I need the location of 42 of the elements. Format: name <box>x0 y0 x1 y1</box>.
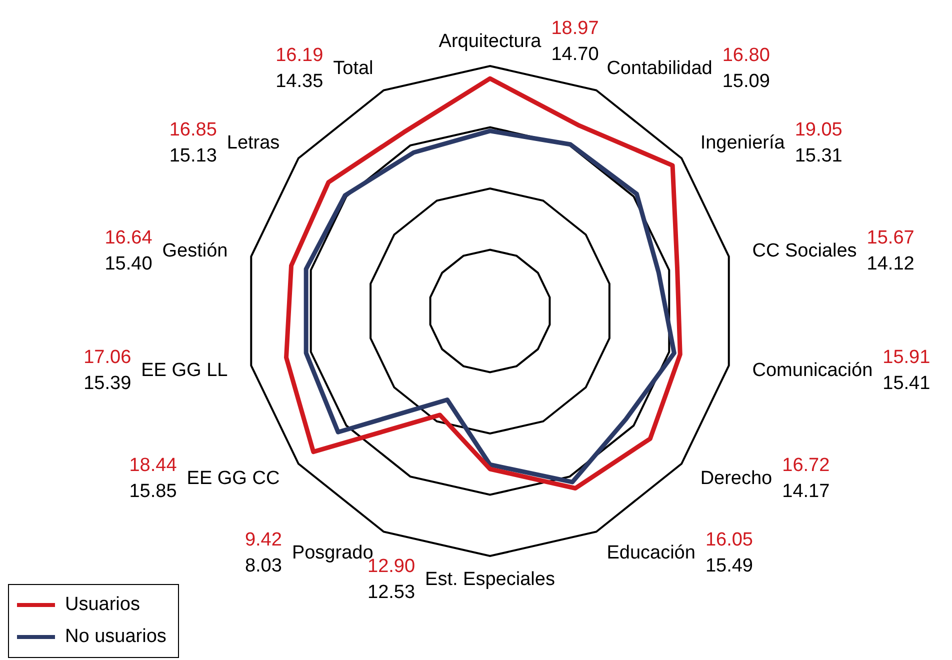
text: 8.03 <box>244 556 282 577</box>
legend-label: No usuarios <box>65 626 166 648</box>
text: 15.40 <box>104 253 152 274</box>
text: 15.09 <box>722 70 770 92</box>
text: 14.35 <box>276 70 324 92</box>
text: 15.49 <box>705 556 753 577</box>
spoke-label: CC Sociales <box>752 240 857 262</box>
spoke-label: Letras <box>226 132 280 154</box>
text: 14.70 <box>551 44 599 66</box>
spoke-label: EE GG CC <box>186 468 280 489</box>
spoke-label: EE GG LL <box>141 360 228 382</box>
text: 15.41 <box>882 373 930 394</box>
text: 9.42 <box>244 530 282 551</box>
spoke-label: Est. Especiales <box>425 569 555 590</box>
text: 18.97 <box>551 18 599 40</box>
text: 15.91 <box>882 347 930 368</box>
text: 19.05 <box>794 120 842 141</box>
text: 18.44 <box>129 454 178 476</box>
text: 15.39 <box>84 373 132 394</box>
text: 16.19 <box>276 44 324 66</box>
spoke-label: Derecho <box>700 468 772 489</box>
text: 15.13 <box>169 146 217 167</box>
spoke-label: Comunicación <box>752 360 873 382</box>
text: 16.85 <box>169 120 217 141</box>
text: 16.72 <box>782 454 830 476</box>
spoke-label: Total <box>333 58 374 79</box>
spoke-label: Educación <box>606 542 696 564</box>
text: 16.64 <box>104 227 153 248</box>
spoke-label: Ingeniería <box>700 132 786 154</box>
legend-label: Usuarios <box>65 594 140 616</box>
spoke-label: Contabilidad <box>606 58 712 79</box>
text: 14.17 <box>782 480 830 502</box>
text: 16.80 <box>722 44 770 66</box>
text: 15.67 <box>866 227 914 248</box>
spoke-label: Gestión <box>162 240 228 262</box>
text: 14.12 <box>866 253 914 274</box>
text: 12.53 <box>368 582 416 604</box>
text: 16.05 <box>705 530 753 551</box>
text: 17.06 <box>84 347 132 368</box>
text: 15.31 <box>794 146 842 167</box>
text: 15.85 <box>129 480 177 502</box>
spoke-label: Arquitectura <box>438 31 542 52</box>
